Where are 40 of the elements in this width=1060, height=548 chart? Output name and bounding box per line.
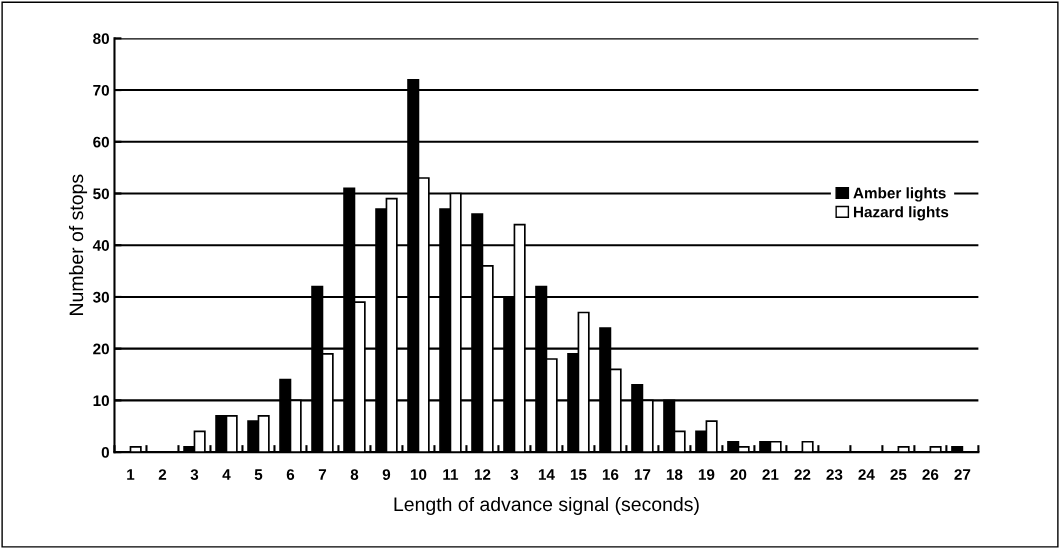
y-tick-label: 0 — [101, 446, 109, 458]
x-tick-label: 27 — [954, 469, 971, 480]
x-tick-label: 23 — [826, 469, 843, 481]
x-tick-label: 7 — [318, 469, 327, 480]
x-tick-label: 10 — [410, 469, 427, 480]
x-tick-label: 5 — [254, 469, 263, 480]
x-tick-label: 2 — [158, 469, 167, 480]
y-tick-label: 50 — [93, 188, 109, 200]
x-tick-label: 3 — [190, 469, 199, 481]
x-tick-label: 16 — [602, 469, 619, 480]
x-tick-label: 3 — [510, 469, 519, 481]
y-tick-label: 30 — [92, 291, 109, 303]
x-tick-label: 9 — [382, 469, 391, 480]
legend-label: Amber lights — [853, 187, 946, 202]
x-tick-label: 21 — [762, 469, 779, 480]
x-tick-label: 26 — [922, 469, 939, 480]
y-tick-label: 60 — [93, 136, 109, 148]
x-tick-label: 15 — [570, 469, 587, 480]
x-tick-label: 12 — [474, 469, 491, 480]
x-tick-label: 19 — [698, 469, 715, 480]
y-tick-label: 70 — [93, 84, 109, 96]
y-tick-label: 10 — [93, 395, 109, 407]
x-tick-label: 14 — [538, 469, 555, 480]
x-tick-label: 20 — [730, 469, 747, 480]
x-tick-label: 11 — [443, 469, 459, 480]
x-tick-label: 4 — [222, 469, 231, 480]
y-tick-label: 80 — [93, 33, 109, 45]
y-tick-label: 40 — [92, 240, 109, 251]
x-axis-title: Length of advance signal (seconds) — [394, 496, 699, 516]
x-tick-label: 8 — [350, 469, 359, 480]
x-tick-label: 17 — [634, 469, 651, 480]
x-tick-label: 6 — [286, 469, 295, 480]
x-tick-label: 22 — [794, 469, 811, 480]
x-tick-label: 25 — [890, 469, 907, 480]
x-tick-label: 18 — [666, 469, 683, 480]
y-axis-title: Number of stops — [68, 174, 88, 315]
y-tick-label: 20 — [93, 343, 109, 355]
x-tick-label: 24 — [858, 469, 875, 480]
legend-label: Hazard lights — [853, 206, 949, 221]
x-tick-label: 1 — [127, 469, 135, 480]
